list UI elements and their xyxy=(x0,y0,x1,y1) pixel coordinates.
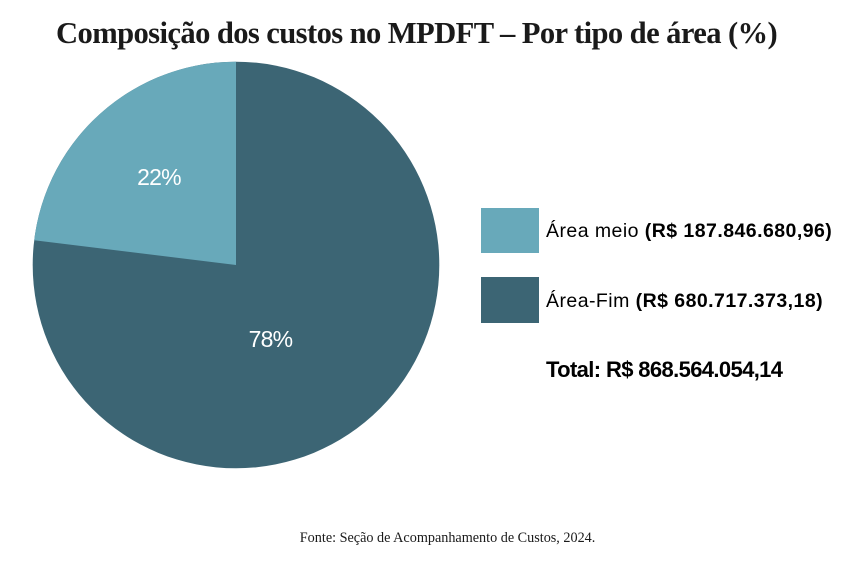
svg-text:22%: 22% xyxy=(137,164,181,190)
svg-text:78%: 78% xyxy=(249,326,293,352)
